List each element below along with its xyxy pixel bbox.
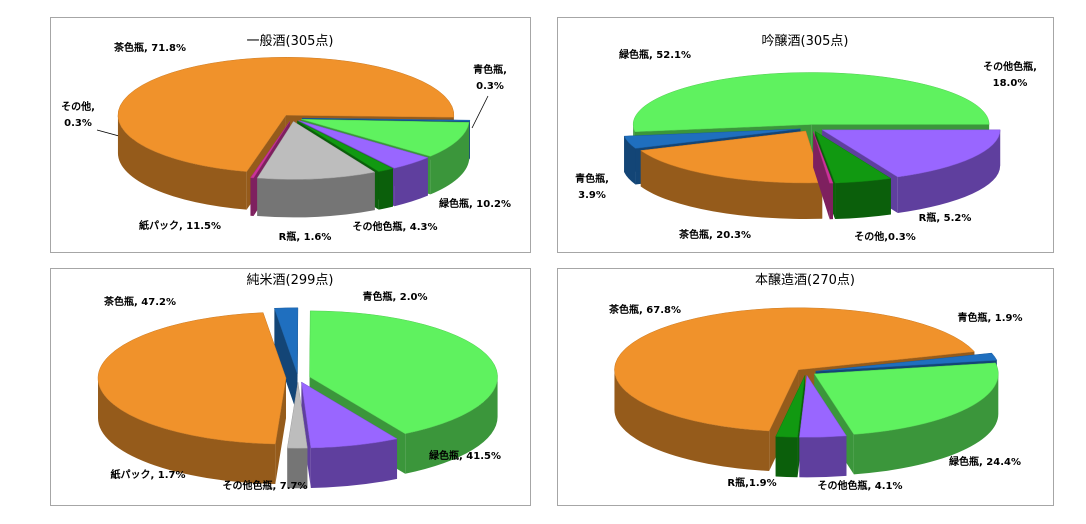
chart-title: 一般酒(305点) bbox=[246, 34, 334, 49]
slice-side bbox=[250, 177, 254, 217]
slice-side bbox=[310, 438, 398, 488]
slice-top bbox=[799, 374, 847, 438]
data-label: その他色瓶, 18.0% bbox=[983, 62, 1037, 89]
pie-slice bbox=[799, 374, 847, 478]
data-label: 紙パック, 1.7% bbox=[110, 470, 186, 481]
slice-side bbox=[640, 150, 823, 219]
pie-slice bbox=[301, 381, 398, 488]
data-label: 茶色瓶, 20.3% bbox=[679, 230, 751, 241]
slice-top bbox=[301, 119, 470, 157]
data-label: R瓶,1.9% bbox=[727, 478, 777, 489]
slice-top bbox=[614, 307, 975, 432]
slice-side bbox=[117, 115, 247, 210]
leader-line bbox=[471, 95, 489, 129]
slice-cut-face bbox=[301, 382, 311, 488]
slice-top bbox=[297, 120, 394, 172]
slice-top bbox=[274, 307, 299, 374]
slice-top bbox=[812, 131, 834, 184]
chart-title: 吟醸酒(305点) bbox=[761, 34, 849, 49]
pie-slice bbox=[256, 121, 376, 218]
slice-top bbox=[775, 375, 806, 438]
data-label: 青色瓶, 2.0% bbox=[362, 292, 428, 303]
data-label: 紙パック, 11.5% bbox=[139, 221, 221, 232]
slice-top bbox=[821, 129, 1001, 178]
chart-title: 本醸造酒(270点) bbox=[755, 273, 855, 288]
slice-top bbox=[632, 72, 990, 132]
pie-slice bbox=[287, 382, 308, 489]
pie-slice bbox=[775, 375, 806, 478]
slice-top bbox=[623, 128, 801, 149]
data-label: 青色瓶, 1.9% bbox=[957, 313, 1023, 324]
slice-top bbox=[309, 310, 498, 434]
slice-top bbox=[287, 382, 308, 449]
data-label: その他, 0.3% bbox=[61, 102, 95, 129]
slice-top bbox=[301, 117, 471, 122]
slice-top bbox=[117, 57, 455, 172]
data-label: 茶色瓶, 71.8% bbox=[114, 43, 186, 54]
data-label: 青色瓶, 3.9% bbox=[575, 174, 609, 201]
data-label: 緑色瓶, 52.1% bbox=[619, 50, 691, 61]
slice-top bbox=[256, 121, 376, 180]
data-label: 茶色瓶, 67.8% bbox=[609, 305, 681, 316]
slice-side bbox=[430, 122, 470, 195]
slice-top bbox=[640, 130, 823, 184]
data-label: R瓶, 5.2% bbox=[918, 213, 972, 224]
slice-top bbox=[301, 381, 398, 449]
slice-side bbox=[98, 378, 276, 485]
data-label: その他色瓶, 4.1% bbox=[817, 481, 903, 492]
data-label: その他色瓶, 7.7% bbox=[222, 481, 308, 492]
pie-slice bbox=[812, 131, 834, 220]
slice-side bbox=[287, 448, 308, 489]
slice-side bbox=[829, 183, 833, 220]
data-label: 緑色瓶, 10.2% bbox=[439, 199, 511, 210]
slice-top bbox=[298, 120, 429, 169]
data-label: 緑色瓶, 41.5% bbox=[429, 451, 501, 462]
slice-side bbox=[897, 129, 1001, 213]
slice-side bbox=[835, 178, 891, 220]
slice-side bbox=[775, 436, 798, 478]
slice-side bbox=[394, 157, 428, 207]
chart-title: 純米酒(299点) bbox=[246, 273, 334, 288]
slice-top bbox=[813, 362, 999, 435]
slice-side bbox=[405, 376, 498, 474]
data-label: 茶色瓶, 47.2% bbox=[104, 297, 176, 308]
slice-side bbox=[257, 172, 375, 218]
pie-slice bbox=[97, 312, 287, 485]
data-label: その他色瓶, 4.3% bbox=[352, 222, 438, 233]
slice-top bbox=[814, 130, 892, 184]
slice-side bbox=[799, 435, 847, 478]
slice-side bbox=[378, 168, 393, 210]
pie-slice bbox=[640, 130, 823, 219]
slice-cut-face bbox=[813, 131, 830, 220]
slice-side bbox=[853, 373, 999, 475]
data-label: 青色瓶, 0.3% bbox=[473, 65, 507, 92]
data-label: 緑色瓶, 24.4% bbox=[949, 457, 1021, 468]
slice-top bbox=[815, 352, 998, 372]
slice-cut-face bbox=[274, 308, 298, 414]
slice-side bbox=[624, 136, 636, 185]
slice-top bbox=[250, 121, 290, 179]
data-label: その他,0.3% bbox=[854, 232, 916, 243]
slice-top bbox=[97, 312, 287, 445]
data-label: R瓶, 1.6% bbox=[278, 232, 332, 243]
